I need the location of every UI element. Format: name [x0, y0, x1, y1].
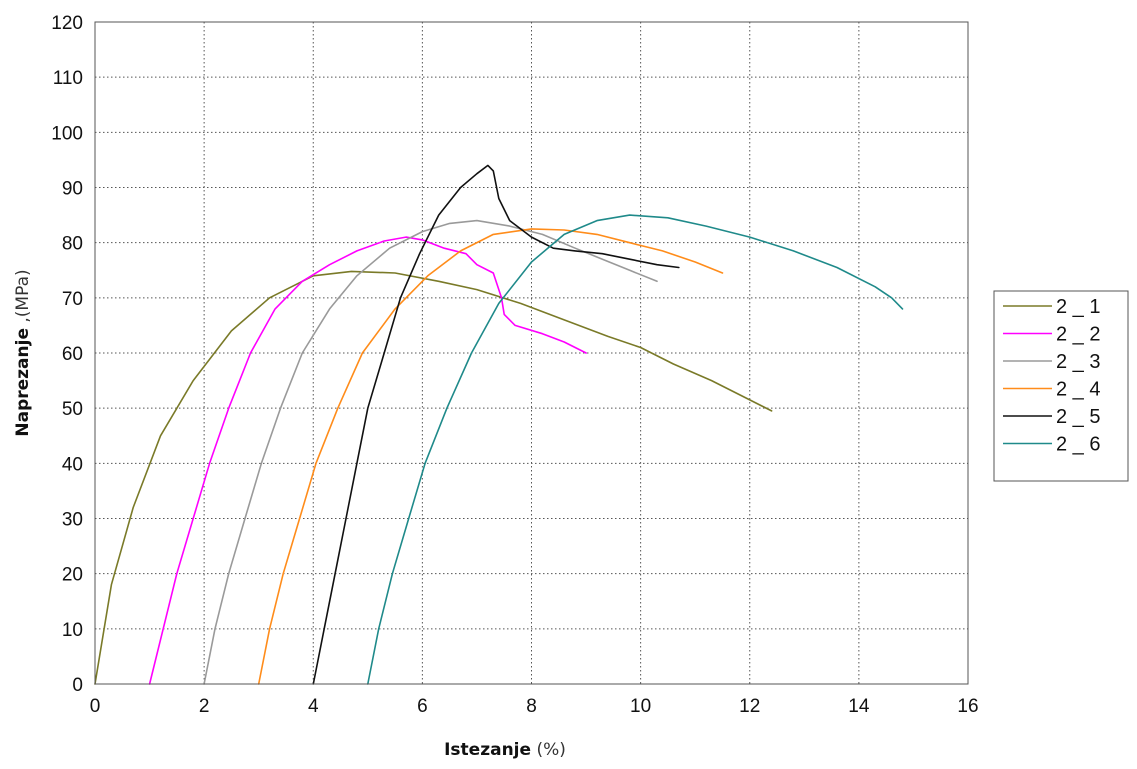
legend: 2 _ 1 2 _ 2 2 _ 3 2 _ 4 2 _ 5 2 _ 6 — [993, 290, 1129, 482]
legend-label: 2 _ 3 — [1056, 351, 1100, 373]
x-tick-label: 4 — [308, 696, 319, 717]
y-tick-label: 70 — [62, 289, 83, 310]
y-tick-label: 10 — [62, 620, 83, 641]
legend-box — [993, 290, 1129, 482]
legend-label: 2 _ 2 — [1056, 324, 1100, 346]
x-tick-label: 8 — [526, 696, 537, 717]
x-axis-title-text: Istezanje — [444, 740, 531, 760]
y-tick-label: 100 — [51, 123, 83, 144]
y-axis-ticks: 0 10 20 30 40 50 60 70 80 90 100 110 120 — [51, 13, 83, 696]
y-tick-label: 20 — [62, 565, 83, 586]
y-tick-label: 110 — [53, 68, 83, 89]
y-tick-label: 40 — [62, 454, 83, 475]
legend-label: 2 _ 5 — [1056, 406, 1100, 428]
y-tick-label: 60 — [62, 344, 83, 365]
x-axis-ticks: 0 2 4 6 8 10 12 14 16 — [90, 696, 979, 717]
y-tick-label: 50 — [62, 399, 83, 420]
y-tick-label: 30 — [62, 510, 83, 531]
legend-label: 2 _ 6 — [1056, 434, 1100, 456]
x-tick-label: 16 — [957, 696, 978, 717]
x-tick-label: 12 — [739, 696, 760, 717]
x-axis-title-unit: (%) — [536, 740, 565, 760]
series-line-4 — [257, 228, 724, 685]
x-axis-title: Istezanje (%) — [444, 740, 566, 760]
y-axis-title-text: Naprezanje — [13, 328, 33, 437]
x-tick-label: 0 — [90, 696, 101, 717]
y-tick-label: 120 — [51, 13, 83, 34]
series-line-2 — [148, 236, 587, 685]
grid — [95, 22, 968, 684]
x-tick-label: 14 — [848, 696, 870, 717]
y-axis-title-unit: ,(MPa) — [13, 269, 33, 322]
legend-label: 2 _ 1 — [1056, 296, 1100, 318]
x-tick-label: 6 — [417, 696, 428, 717]
plot-frame — [94, 21, 969, 685]
series-line-5 — [312, 164, 680, 685]
x-tick-label: 10 — [630, 696, 651, 717]
x-tick-label: 2 — [199, 696, 210, 717]
series-group — [94, 164, 904, 685]
y-axis-title: Naprezanje ,(MPa) — [13, 269, 33, 436]
series-line-6 — [367, 214, 904, 685]
y-tick-label: 80 — [62, 234, 83, 255]
series-line-1 — [94, 270, 773, 685]
legend-label: 2 _ 4 — [1056, 379, 1100, 401]
y-tick-label: 0 — [72, 675, 83, 696]
series-line-3 — [203, 219, 658, 685]
y-tick-label: 90 — [62, 179, 83, 200]
